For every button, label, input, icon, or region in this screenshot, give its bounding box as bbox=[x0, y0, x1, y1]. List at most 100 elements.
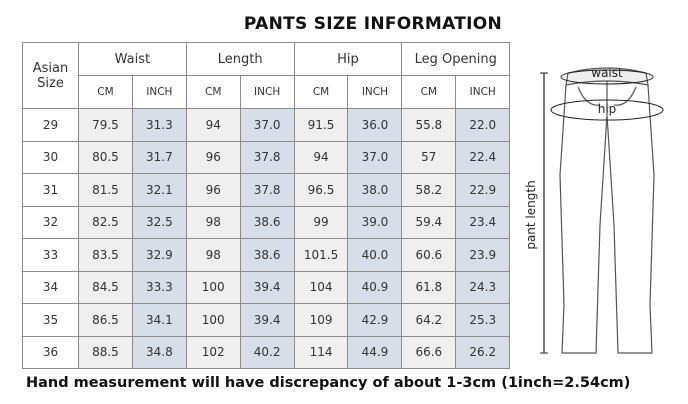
value-cell: 32.9 bbox=[131, 238, 187, 272]
data-row: 32 82.5 32.5 98 38.6 99 39.0 59.4 23.4 bbox=[22, 205, 511, 239]
size-cell: 35 bbox=[22, 303, 79, 337]
unit-header: INCH bbox=[131, 75, 187, 109]
value-cell: 82.5 bbox=[78, 205, 133, 239]
header-row: Asian Size Waist Length Hip Leg Opening bbox=[22, 42, 511, 109]
group-header: Waist bbox=[78, 42, 187, 76]
unit-header: INCH bbox=[455, 75, 511, 109]
size-cell: 33 bbox=[22, 238, 79, 272]
note: Hand measurement will have discrepancy o… bbox=[26, 375, 631, 391]
value-cell: 40.9 bbox=[347, 270, 403, 304]
value-cell: 86.5 bbox=[78, 303, 133, 337]
value-cell: 109 bbox=[293, 303, 349, 337]
size-cell: 31 bbox=[22, 173, 79, 207]
value-cell: 101.5 bbox=[293, 238, 349, 272]
value-cell: 94 bbox=[293, 140, 349, 174]
value-cell: 99 bbox=[293, 205, 349, 239]
value-cell: 38.6 bbox=[239, 205, 295, 239]
value-cell: 42.9 bbox=[347, 303, 403, 337]
value-cell: 100 bbox=[185, 303, 241, 337]
waist-line bbox=[560, 69, 654, 85]
unit-header: CM bbox=[293, 75, 349, 109]
pants-diagram: waist hip pant length bbox=[524, 66, 664, 354]
value-cell: 34.1 bbox=[131, 303, 187, 337]
value-cell: 37.0 bbox=[347, 140, 403, 174]
value-cell: 100 bbox=[185, 270, 241, 304]
value-cell: 22.9 bbox=[455, 173, 511, 207]
value-cell: 98 bbox=[185, 205, 241, 239]
value-cell: 96.5 bbox=[293, 173, 349, 207]
data-row: 34 84.5 33.3 100 39.4 104 40.9 61.8 24.3 bbox=[22, 270, 511, 304]
value-cell: 26.2 bbox=[455, 335, 511, 369]
value-cell: 22.0 bbox=[455, 108, 511, 142]
value-cell: 38.6 bbox=[239, 238, 295, 272]
length-label: pant length bbox=[524, 180, 538, 249]
value-cell: 91.5 bbox=[293, 108, 349, 142]
size-cell: 36 bbox=[22, 335, 79, 369]
value-cell: 23.9 bbox=[455, 238, 511, 272]
value-cell: 81.5 bbox=[78, 173, 133, 207]
unit-header: INCH bbox=[347, 75, 403, 109]
waist-label: waist bbox=[591, 66, 623, 80]
value-cell: 96 bbox=[185, 140, 241, 174]
value-cell: 114 bbox=[293, 335, 349, 369]
value-cell: 94 bbox=[185, 108, 241, 142]
value-cell: 34.8 bbox=[131, 335, 187, 369]
value-cell: 96 bbox=[185, 173, 241, 207]
value-cell: 23.4 bbox=[455, 205, 511, 239]
value-cell: 61.8 bbox=[401, 270, 457, 304]
value-cell: 84.5 bbox=[78, 270, 133, 304]
unit-header: CM bbox=[401, 75, 457, 109]
data-row: 33 83.5 32.9 98 38.6 101.5 40.0 60.6 23.9 bbox=[22, 238, 511, 272]
value-cell: 98 bbox=[185, 238, 241, 272]
value-cell: 102 bbox=[185, 335, 241, 369]
value-cell: 33.3 bbox=[131, 270, 187, 304]
value-cell: 32.1 bbox=[131, 173, 187, 207]
data-row: 31 81.5 32.1 96 37.8 96.5 38.0 58.2 22.9 bbox=[22, 173, 511, 207]
value-cell: 22.4 bbox=[455, 140, 511, 174]
unit-header: INCH bbox=[239, 75, 295, 109]
value-cell: 104 bbox=[293, 270, 349, 304]
value-cell: 80.5 bbox=[78, 140, 133, 174]
value-cell: 55.8 bbox=[401, 108, 457, 142]
pants-outline bbox=[559, 67, 655, 354]
size-cell: 34 bbox=[22, 270, 79, 304]
unit-row: CM INCH CM INCH CM INCH CM INCH bbox=[23, 75, 511, 109]
value-cell: 38.0 bbox=[347, 173, 403, 207]
value-cell: 31.3 bbox=[131, 108, 187, 142]
unit-header: CM bbox=[78, 75, 133, 109]
value-cell: 39.4 bbox=[239, 270, 295, 304]
value-cell: 40.2 bbox=[239, 335, 295, 369]
value-cell: 64.2 bbox=[401, 303, 457, 337]
data-row: 30 80.5 31.7 96 37.8 94 37.0 57 22.4 bbox=[22, 140, 511, 174]
value-cell: 37.0 bbox=[239, 108, 295, 142]
value-cell: 44.9 bbox=[347, 335, 403, 369]
hip-line bbox=[550, 99, 664, 121]
size-cell: 32 bbox=[22, 205, 79, 239]
size-cell: 29 bbox=[22, 108, 79, 142]
value-cell: 39.0 bbox=[347, 205, 403, 239]
value-cell: 39.4 bbox=[239, 303, 295, 337]
value-cell: 58.2 bbox=[401, 173, 457, 207]
data-row: 36 88.5 34.8 102 40.2 114 44.9 66.6 26.2 bbox=[22, 335, 511, 369]
group-header: Leg Opening bbox=[401, 42, 511, 76]
value-cell: 57 bbox=[401, 140, 457, 174]
value-cell: 25.3 bbox=[455, 303, 511, 337]
data-row: 29 79.5 31.3 94 37.0 91.5 36.0 55.8 22.0 bbox=[22, 108, 511, 142]
value-cell: 24.3 bbox=[455, 270, 511, 304]
value-cell: 83.5 bbox=[78, 238, 133, 272]
value-cell: 36.0 bbox=[347, 108, 403, 142]
value-cell: 37.8 bbox=[239, 140, 295, 174]
group-header: Length bbox=[185, 42, 295, 76]
title: PANTS SIZE INFORMATION bbox=[243, 14, 503, 34]
group-header: Hip bbox=[293, 42, 403, 76]
size-cell: 30 bbox=[22, 140, 79, 174]
value-cell: 40.0 bbox=[347, 238, 403, 272]
size-header: Asian Size bbox=[22, 42, 79, 109]
value-cell: 79.5 bbox=[78, 108, 133, 142]
value-cell: 88.5 bbox=[78, 335, 133, 369]
data-row: 35 86.5 34.1 100 39.4 109 42.9 64.2 25.3 bbox=[22, 303, 511, 337]
value-cell: 59.4 bbox=[401, 205, 457, 239]
value-cell: 60.6 bbox=[401, 238, 457, 272]
value-cell: 66.6 bbox=[401, 335, 457, 369]
